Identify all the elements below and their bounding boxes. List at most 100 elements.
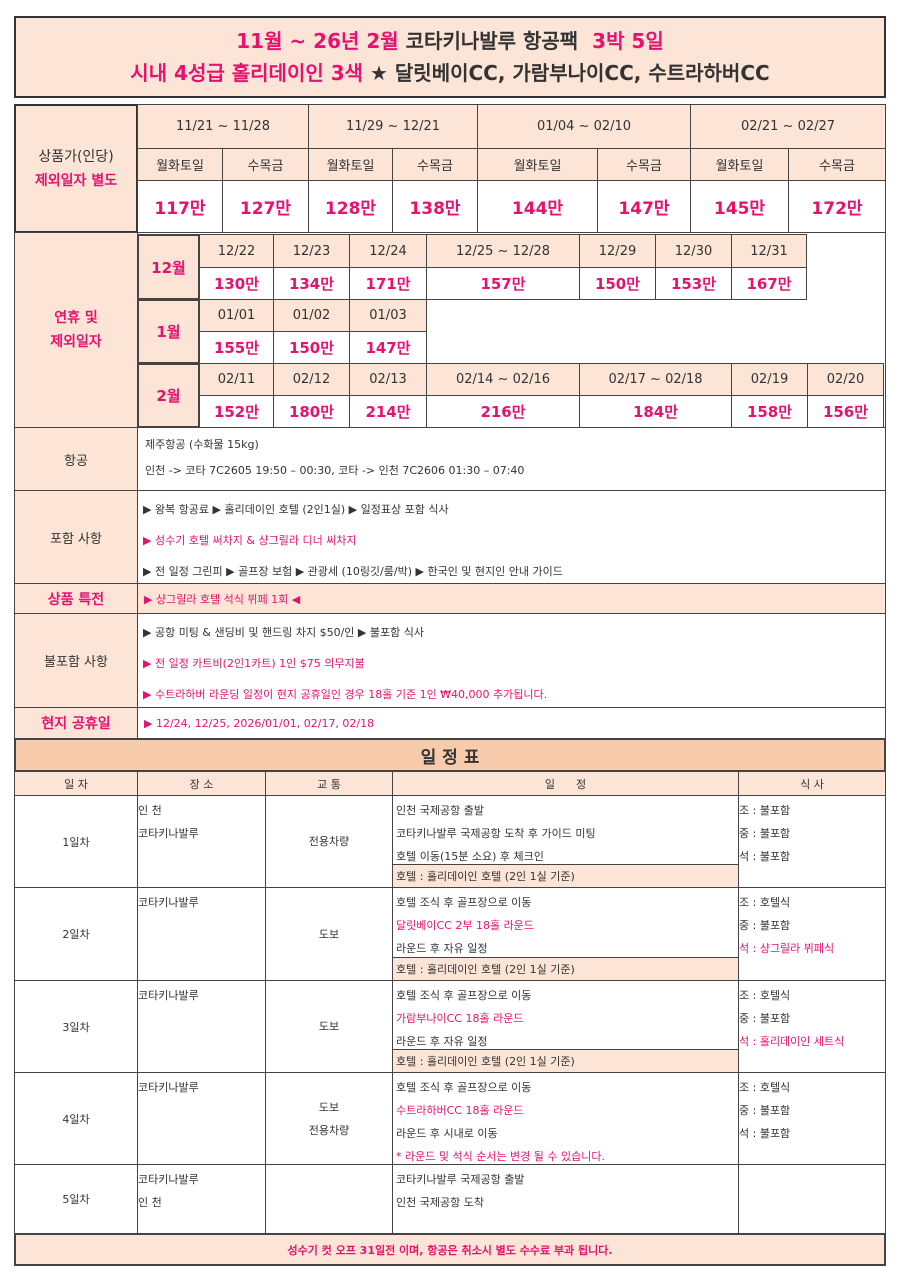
day-header: 월화토일 (137, 148, 223, 181)
holiday-price: 158만 (731, 395, 808, 428)
transport-line-cell: 도보 (265, 980, 393, 1073)
meal-line: 조 : 호텔식 (739, 1081, 791, 1094)
holiday-price: 150만 (273, 331, 350, 364)
meal-line-cell: 조 : 호텔식 중 : 불포함 석 : 불포함 (738, 1072, 886, 1165)
month-dec: 12월 (137, 234, 200, 300)
title-line-2: 시내 4성급 홀리데이인 3색 ★ 달릿베이CC, 가람부나이CC, 수트라하버… (130, 57, 769, 89)
included-lines: ▶ 왕복 항공료 ▶ 홀리데이인 호텔 (2인1실) ▶ 일정표상 포함 식사 ▶… (143, 494, 563, 587)
schedule-line: 호텔 조식 후 골프장으로 이동 (396, 1081, 532, 1094)
schedule-title: 일 정 표 (14, 738, 886, 772)
day-header: 월화토일 (308, 148, 393, 181)
meal-line-cell: 조 : 호텔식 중 : 불포함 석 : 홀리데이인 세트식 (738, 980, 886, 1073)
day-header: 수목금 (597, 148, 691, 181)
place-line-cell: 인 천 코타키나발루 (137, 795, 266, 888)
place-line-cell: 코타키나발루 (137, 1072, 266, 1165)
period-header: 11/21 ~ 11/28 (137, 104, 309, 149)
price-label: 상품가(인당) 제외일자 별도 (14, 104, 138, 233)
excluded-line: ▶ 공항 미팅 & 샌딩비 및 핸드링 차지 $50/인 ▶ 불포함 식사 (143, 626, 424, 639)
period-header: 11/29 ~ 12/21 (308, 104, 478, 149)
meal-line: 조 : 호텔식 (739, 989, 791, 1002)
meal-line-cell (738, 1164, 886, 1234)
price-label-note: 제외일자 별도 (34, 172, 118, 189)
schedule-line: 코타키나발루 국제공항 도착 후 가이드 미팅 (396, 827, 596, 840)
place-line: 인 천 (138, 1196, 162, 1209)
schedule-line: 인천 국제공항 도착 (396, 1196, 484, 1209)
included-line: ▶ 성수기 호텔 써차지 & 샹그릴라 디너 써차지 (143, 534, 357, 547)
period-header: 02/21 ~ 02/27 (690, 104, 886, 149)
title-hotel: 시내 4성급 홀리데이인 3색 (130, 61, 364, 85)
price-value: 117만 (137, 180, 223, 233)
holiday-price: 152만 (199, 395, 274, 428)
transport-line-cell (265, 1164, 393, 1234)
price-value: 172만 (788, 180, 886, 233)
day-header: 수목금 (788, 148, 886, 181)
title-box: 11월 ~ 26년 2월 코타키나발루 항공팩 3박 5일 시내 4성급 홀리데… (14, 16, 886, 98)
holiday-date: 12/31 (731, 234, 807, 268)
holiday-price: 156만 (807, 395, 884, 428)
meal-line-cell: 조 : 불포함 중 : 불포함 석 : 불포함 (738, 795, 886, 888)
month-feb: 2월 (137, 363, 200, 428)
title-product: 코타키나발루 항공팩 (405, 29, 579, 53)
holiday-date: 01/03 (349, 299, 427, 332)
transport-line-cell: 전용차량 (265, 795, 393, 888)
holiday-date: 02/11 (199, 363, 274, 396)
meal-line: 석 : 불포함 (739, 1127, 791, 1140)
holiday-date: 12/22 (199, 234, 274, 268)
holiday-label: 연휴 및 제외일자 (14, 232, 138, 428)
air-line: 인천 -> 코타 7C2605 19:50 – 00:30, 코타 -> 인천 … (145, 464, 525, 477)
schedule-line: * 라운드 및 석식 순서는 변경 될 수 있습니다. (396, 1150, 606, 1163)
schedule-header: 교 통 (265, 771, 393, 796)
place-line-cell: 코타키나발루 (137, 887, 266, 981)
holiday-date: 12/29 (579, 234, 656, 268)
place-line: 코타키나발루 (138, 989, 199, 1002)
holiday-date: 12/25 ~ 12/28 (426, 234, 580, 268)
air-line: 제주항공 (수화물 15kg) (145, 438, 259, 451)
price-label-main: 상품가(인당) (38, 148, 114, 165)
day-label: 3일차 (62, 1020, 90, 1034)
holiday-price: 180만 (273, 395, 350, 428)
schedule-header: 식 사 (738, 771, 886, 796)
schedule-line: 가람부나이CC 18홀 라운드 (396, 1012, 524, 1025)
air-lines: 제주항공 (수화물 15kg) 인천 -> 코타 7C2605 19:50 – 0… (145, 432, 524, 484)
day-label: 5일차 (62, 1193, 90, 1206)
transport-line: 도보 (318, 1020, 340, 1033)
price-value: 147만 (597, 180, 691, 233)
schedule-line: 라운드 후 자유 일정 (396, 1035, 488, 1048)
price-value: 138만 (392, 180, 478, 233)
meal-line: 중 : 불포함 (739, 827, 791, 840)
schedule-line: 인천 국제공항 출발 (396, 804, 484, 817)
title-duration: 3박 5일 (592, 29, 664, 53)
meal-line-cell: 조 : 호텔식 중 : 불포함 석 : 샹그릴라 뷔페식 (738, 887, 886, 981)
air-label: 항공 (14, 427, 138, 491)
excluded-lines: ▶ 공항 미팅 & 샌딩비 및 핸드링 차지 $50/인 ▶ 불포함 식사 ▶ 전… (143, 617, 547, 710)
day-header: 수목금 (392, 148, 478, 181)
holiday-price: 153만 (655, 267, 732, 300)
price-value: 144만 (477, 180, 598, 233)
schedule-line-cell: 코타키나발루 국제공항 출발 인천 국제공항 도착 (392, 1164, 739, 1234)
meal-line: 중 : 불포함 (739, 1012, 791, 1025)
schedule-line: 호텔 이동(15분 소요) 후 체크인 (396, 850, 544, 863)
schedule-header: 장 소 (137, 771, 266, 796)
day-label: 2일차 (62, 928, 90, 941)
schedule-header: 일 정 (392, 771, 739, 796)
day-cell: 1일차 (14, 795, 138, 888)
schedule-footer: 성수기 컷 오프 31일전 이며, 항공은 취소시 별도 수수료 부과 됩니다. (14, 1233, 886, 1266)
holiday-date: 12/23 (273, 234, 350, 268)
day-label: 1일차 (62, 835, 90, 849)
holiday-date: 02/13 (349, 363, 427, 396)
day-label: 4일차 (62, 1112, 90, 1126)
holiday-price: 157만 (426, 267, 580, 300)
schedule-line-cell: 호텔 조식 후 골프장으로 이동 수트라하버CC 18홀 라운드 라운드 후 시내로… (392, 1072, 739, 1165)
holiday-price: 134만 (273, 267, 350, 300)
local-holiday-content: ▶ 12/24, 12/25, 2026/01/01, 02/17, 02/18 (137, 707, 886, 739)
schedule-line: 라운드 후 시내로 이동 (396, 1127, 498, 1140)
holiday-price: 171만 (349, 267, 427, 300)
holiday-price: 150만 (579, 267, 656, 300)
holiday-date: 02/20 (807, 363, 884, 396)
transport-line: 도보 (318, 1100, 340, 1114)
hotel-line: 호텔 : 홀리데이인 호텔 (2인 1실 기준) (392, 864, 739, 888)
price-value: 128만 (308, 180, 393, 233)
holiday-date: 12/24 (349, 234, 427, 268)
place-line: 코타키나발루 (138, 1081, 199, 1094)
holiday-price: 184만 (579, 395, 732, 428)
